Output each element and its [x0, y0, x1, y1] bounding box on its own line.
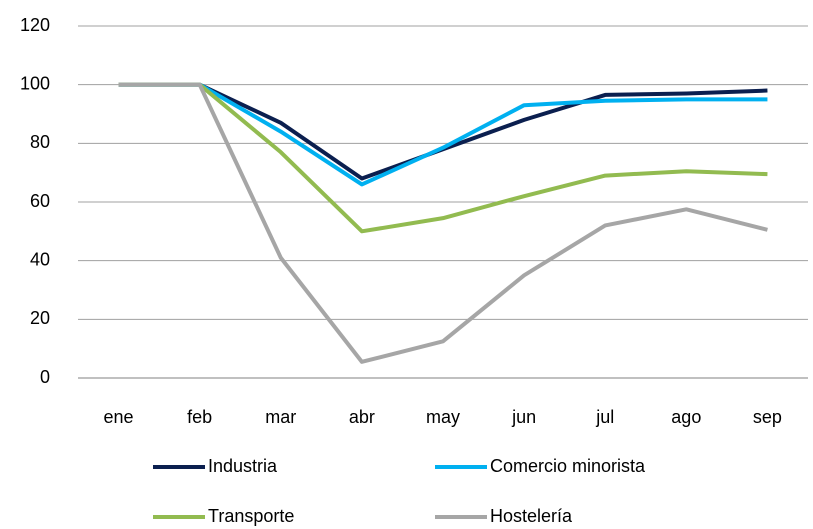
x-tick-label: sep [753, 407, 782, 427]
x-tick-label: feb [187, 407, 212, 427]
x-tick-label: jul [595, 407, 614, 427]
series-line [118, 82, 768, 364]
y-tick-label: 40 [30, 249, 50, 269]
y-tick-label: 20 [30, 308, 50, 328]
x-tick-label: ene [104, 407, 134, 427]
legend-label: Transporte [208, 506, 294, 526]
legend-label: Industria [208, 456, 278, 476]
y-tick-label: 80 [30, 132, 50, 152]
x-tick-label: may [426, 407, 460, 427]
y-tick-label: 120 [20, 15, 50, 35]
legend-label: Hostelería [490, 506, 573, 526]
y-tick-label: 60 [30, 191, 50, 211]
x-tick-label: ago [671, 407, 701, 427]
x-tick-label: jun [511, 407, 536, 427]
y-tick-label: 0 [40, 367, 50, 387]
legend-label: Comercio minorista [490, 456, 646, 476]
series-line [118, 82, 768, 234]
series-line [118, 82, 768, 187]
y-tick-label: 100 [20, 73, 50, 93]
x-tick-label: abr [349, 407, 375, 427]
x-tick-label: mar [265, 407, 296, 427]
